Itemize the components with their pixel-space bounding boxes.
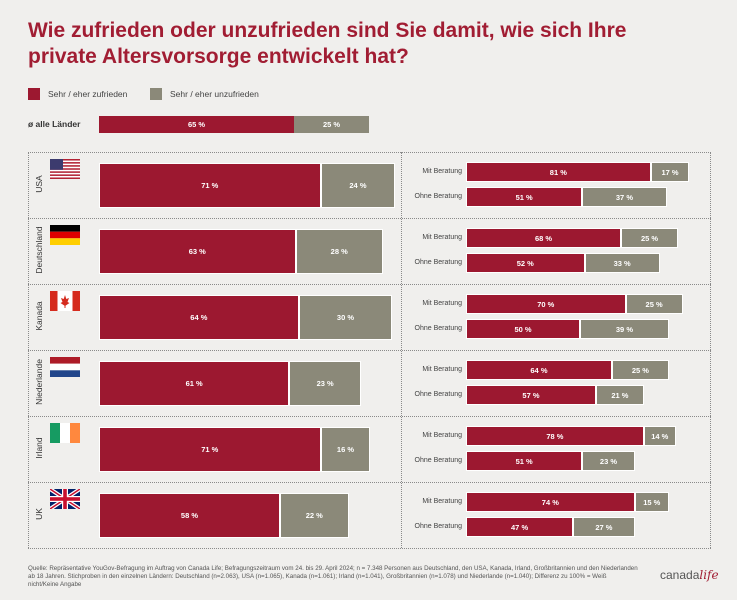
ireland-flag-icon <box>50 423 80 443</box>
usa-label-with: Mit Beratung <box>422 168 462 175</box>
kanada-label-without: Ohne Beratung <box>414 325 462 332</box>
average-bar-satisfied: 65 % <box>99 116 294 133</box>
kanada-without-bar-satisfied: 50 % <box>466 319 580 339</box>
separator-niederlande <box>28 416 711 417</box>
niederlande-label-with: Mit Beratung <box>422 366 462 373</box>
logo-part-1: canada <box>660 568 700 582</box>
average-label: ø alle Länder <box>28 119 81 129</box>
uk-without-bar-satisfied: 47 % <box>466 517 574 537</box>
uk-label-without: Ohne Beratung <box>414 523 462 530</box>
deutschland-with-bar-unsatisfied: 25 % <box>621 228 679 248</box>
deutschland-label-without: Ohne Beratung <box>414 259 462 266</box>
netherlands-flag-icon <box>50 357 80 377</box>
niederlande-without-bar-satisfied: 57 % <box>466 385 596 405</box>
irland-label-without: Ohne Beratung <box>414 457 462 464</box>
usa-without-bar-satisfied: 51 % <box>466 187 583 207</box>
germany-flag-icon <box>50 225 80 245</box>
irland-bar-unsatisfied: 16 % <box>320 427 371 472</box>
uk-without-bar-unsatisfied: 27 % <box>573 517 635 537</box>
legend-swatch-unsatisfied <box>150 88 162 100</box>
legend-swatch-satisfied <box>28 88 40 100</box>
us-flag-icon <box>50 159 80 179</box>
uk-with-bar-unsatisfied: 15 % <box>634 492 669 512</box>
legend-label-satisfied: Sehr / eher zufrieden <box>48 89 128 99</box>
usa-bar-unsatisfied: 24 % <box>320 163 396 208</box>
niederlande-with-bar-unsatisfied: 25 % <box>611 360 669 380</box>
deutschland-label-with: Mit Beratung <box>422 234 462 241</box>
logo-part-2: life <box>699 568 719 582</box>
kanada-with-bar-unsatisfied: 25 % <box>625 294 683 314</box>
niederlande-bar-unsatisfied: 23 % <box>289 361 362 406</box>
deutschland-without-bar-unsatisfied: 33 % <box>584 253 660 273</box>
kanada-with-bar-satisfied: 70 % <box>466 294 626 314</box>
canada-life-logo: canadalife <box>660 568 719 582</box>
usa-with-bar-unsatisfied: 17 % <box>650 162 690 182</box>
niederlande-without-bar-unsatisfied: 21 % <box>595 385 644 405</box>
canada-flag-icon <box>50 291 80 311</box>
niederlande-with-bar-satisfied: 64 % <box>466 360 612 380</box>
average-bar-unsatisfied: 25 % <box>294 116 369 133</box>
separator-kanada <box>28 350 711 351</box>
usa-bar-satisfied: 71 % <box>99 163 321 208</box>
deutschland-bar-satisfied: 63 % <box>99 229 296 274</box>
kanada-without-bar-unsatisfied: 39 % <box>580 319 669 339</box>
uk-with-bar-satisfied: 74 % <box>466 492 635 512</box>
niederlande-label-without: Ohne Beratung <box>414 391 462 398</box>
separator-deutschland <box>28 284 711 285</box>
legend-satisfied: Sehr / eher zufrieden <box>28 88 127 100</box>
irland-with-bar-satisfied: 78 % <box>466 426 644 446</box>
usa-with-bar-satisfied: 81 % <box>466 162 651 182</box>
uk-bar-satisfied: 58 % <box>99 493 280 538</box>
source-note: Quelle: Repräsentative YouGov-Befragung … <box>28 565 638 588</box>
irland-with-bar-unsatisfied: 14 % <box>643 426 676 446</box>
separator-usa <box>28 218 711 219</box>
kanada-bar-satisfied: 64 % <box>99 295 299 340</box>
deutschland-without-bar-satisfied: 52 % <box>466 253 585 273</box>
country-label-uk: UK <box>34 508 44 520</box>
uk-bar-unsatisfied: 22 % <box>279 493 349 538</box>
irland-without-bar-unsatisfied: 23 % <box>582 451 635 471</box>
legend-unsatisfied: Sehr / eher unzufrieden <box>150 88 259 100</box>
irland-bar-satisfied: 71 % <box>99 427 321 472</box>
legend-label-unsatisfied: Sehr / eher unzufrieden <box>170 89 259 99</box>
separator-top <box>28 152 711 153</box>
kanada-label-with: Mit Beratung <box>422 300 462 307</box>
kanada-bar-unsatisfied: 30 % <box>298 295 393 340</box>
uk-flag-icon <box>48 487 82 511</box>
separator-irland <box>28 482 711 483</box>
usa-label-without: Ohne Beratung <box>414 193 462 200</box>
irland-label-with: Mit Beratung <box>422 432 462 439</box>
separator-uk <box>28 548 711 549</box>
usa-without-bar-unsatisfied: 37 % <box>582 187 667 207</box>
deutschland-with-bar-satisfied: 68 % <box>466 228 622 248</box>
niederlande-bar-satisfied: 61 % <box>99 361 290 406</box>
deutschland-bar-unsatisfied: 28 % <box>295 229 383 274</box>
irland-without-bar-satisfied: 51 % <box>466 451 583 471</box>
chart-title: Wie zufrieden oder unzufrieden sind Sie … <box>28 19 627 68</box>
uk-label-with: Mit Beratung <box>422 498 462 505</box>
